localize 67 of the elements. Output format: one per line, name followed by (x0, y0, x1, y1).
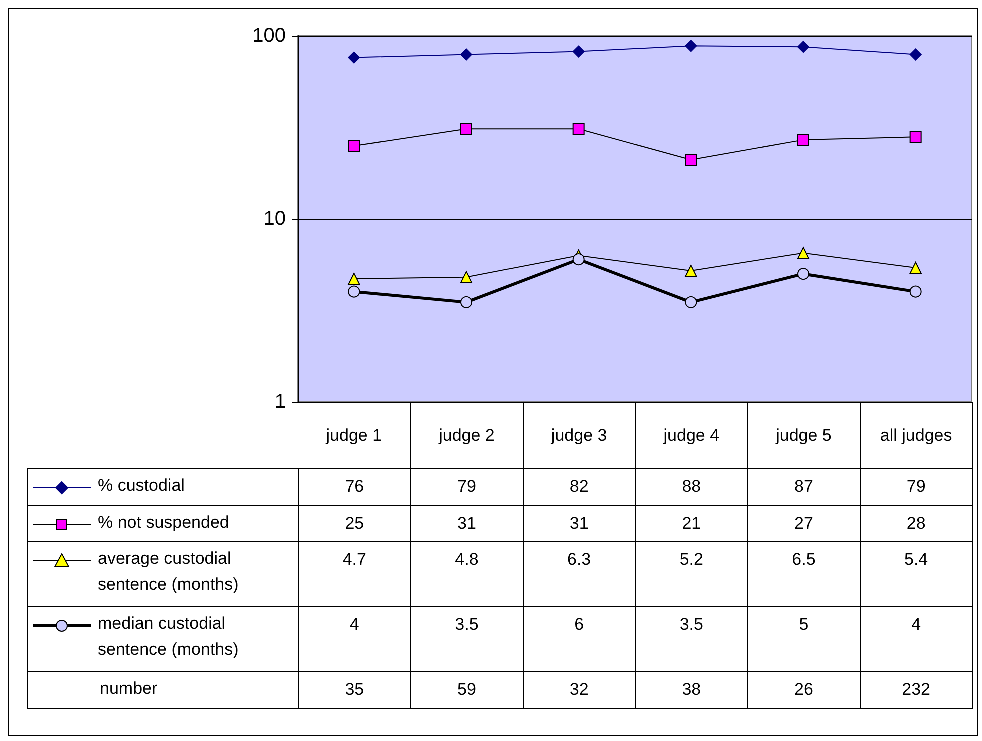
legend-label: median custodial sentence (months) (98, 613, 240, 661)
point (348, 140, 360, 152)
point (910, 262, 922, 274)
point (572, 123, 585, 136)
data-label: 79 (410, 468, 524, 506)
data-label: 79 (860, 468, 973, 506)
point (572, 46, 585, 58)
data-label: 27 (747, 505, 861, 542)
x-tick-label: judge 5 (747, 402, 861, 469)
data-label: 3.5 (410, 606, 524, 672)
text: 232 (860, 671, 973, 709)
point (685, 296, 698, 308)
y-tick-label: 100 (252, 25, 286, 47)
point (910, 131, 922, 144)
data-label: 5.4 (860, 541, 973, 607)
text: 26 (747, 671, 861, 709)
text: 32 (522, 671, 636, 709)
legend-label: % not suspended (98, 512, 230, 534)
data-label: 3.5 (635, 606, 748, 672)
x-tick-label: judge 3 (522, 402, 636, 469)
data-label: 6 (522, 606, 636, 672)
point (798, 247, 810, 260)
x-tick-label: all judges (860, 402, 973, 469)
point (685, 264, 698, 277)
point (460, 123, 472, 136)
data-label: 4.8 (410, 541, 524, 607)
text: 35 (298, 671, 412, 709)
data-label: 21 (635, 505, 748, 542)
text: 59 (410, 671, 524, 709)
data-label: 6.5 (747, 541, 861, 607)
data-label: 28 (860, 505, 973, 542)
data-label: 25 (298, 505, 412, 542)
point (685, 40, 698, 52)
y-tick-label: 1 (274, 391, 286, 413)
data-label: 87 (747, 468, 861, 506)
text: number (100, 678, 158, 700)
x-tick-label: judge 2 (410, 402, 524, 469)
data-label: 5.2 (635, 541, 748, 607)
data-label: 82 (522, 468, 636, 506)
data-label: 31 (522, 505, 636, 542)
data-label: 4.7 (298, 541, 412, 607)
point (685, 154, 698, 166)
point (460, 296, 472, 308)
data-label: 5 (747, 606, 861, 672)
text: 38 (635, 671, 748, 709)
point (910, 48, 922, 61)
data-label: 88 (635, 468, 748, 506)
legend-label: % custodial (98, 475, 185, 497)
point (348, 273, 360, 286)
point (798, 134, 810, 146)
point (798, 41, 810, 54)
y-tick-label: 10 (264, 208, 286, 230)
point (910, 286, 922, 298)
data-label: 4 (298, 606, 412, 672)
point (348, 52, 360, 64)
point (572, 254, 585, 266)
data-label: 4 (860, 606, 973, 672)
data-label: 76 (298, 468, 412, 506)
data-label: 31 (410, 505, 524, 542)
x-tick-label: judge 4 (635, 402, 748, 469)
legend-label: average custodial sentence (months) (98, 548, 240, 596)
x-tick-label: judge 1 (298, 402, 412, 469)
point (460, 48, 472, 61)
point (798, 268, 810, 280)
point (348, 286, 360, 298)
point (460, 271, 472, 284)
data-label: 6.3 (522, 541, 636, 607)
